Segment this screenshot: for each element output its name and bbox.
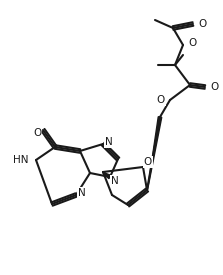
Text: O: O	[144, 157, 152, 167]
Text: O: O	[33, 128, 41, 138]
Text: HN: HN	[14, 155, 29, 165]
Text: N: N	[111, 176, 119, 186]
Text: N: N	[105, 137, 113, 147]
Text: O: O	[198, 19, 206, 29]
Text: O: O	[188, 38, 196, 48]
Text: N: N	[78, 188, 86, 198]
Text: O: O	[210, 82, 218, 92]
Text: O: O	[157, 95, 165, 105]
Polygon shape	[103, 172, 111, 179]
Polygon shape	[147, 117, 162, 190]
